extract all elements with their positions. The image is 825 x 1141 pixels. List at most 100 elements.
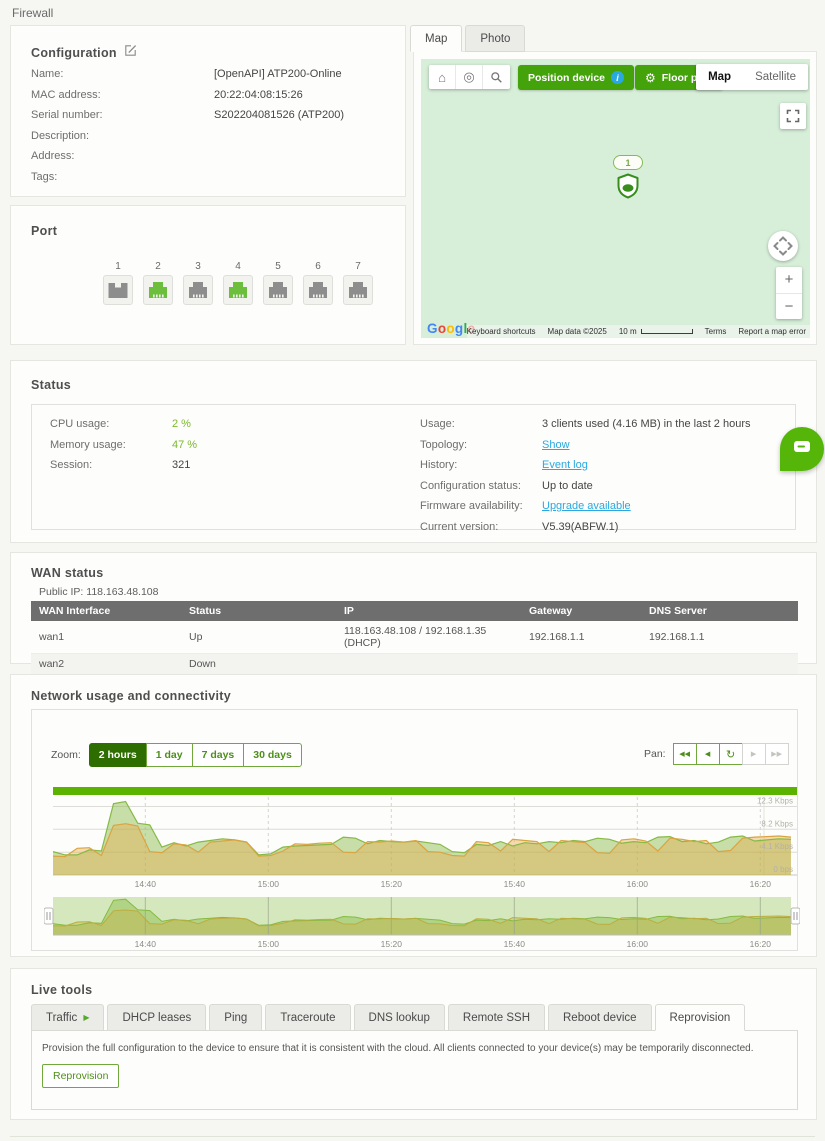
port-icon[interactable] [143, 275, 173, 305]
tab-traceroute[interactable]: Traceroute [265, 1004, 351, 1031]
svg-text:12.3 Kbps: 12.3 Kbps [757, 797, 793, 806]
tab-reboot-device[interactable]: Reboot device [548, 1004, 652, 1031]
map-canvas[interactable]: ⌂ ◎ Position device i ⚙ Floor plan Map S… [421, 59, 810, 338]
column-header: Gateway [521, 601, 641, 621]
configuration-fields: Name: [OpenAPI] ATP200-Online MAC address:… [31, 68, 391, 191]
pan-fast-back-button[interactable]: ◀◀ [672, 743, 697, 765]
svg-text:15:40: 15:40 [504, 879, 526, 889]
tab-dns-lookup[interactable]: DNS lookup [353, 1004, 445, 1031]
pan-back-button[interactable]: ◀ [695, 743, 720, 765]
field-value-link[interactable]: Show [542, 438, 570, 451]
field-value: 321 [172, 459, 191, 471]
port-icon[interactable] [303, 275, 333, 305]
edit-icon[interactable] [124, 44, 137, 62]
zoom-1-day[interactable]: 1 day [145, 743, 193, 767]
field-row: Current version: V5.39(ABFW.1) [420, 521, 790, 542]
port-icon[interactable] [183, 275, 213, 305]
locate-icon[interactable]: ◎ [456, 65, 483, 89]
svg-text:16:00: 16:00 [627, 939, 649, 949]
chat-button[interactable] [780, 427, 824, 471]
field-value-link[interactable]: Upgrade available [542, 500, 631, 512]
status-left-column: CPU usage: 2 % Memory usage: 47 % Session: 32… [50, 418, 380, 480]
table-cell: 192.168.1.1 [641, 621, 798, 654]
gear-icon: ⚙ [645, 70, 656, 85]
table-row[interactable]: wan1 Up 118.163.48.108 / 192.168.1.35 (DHC… [31, 621, 798, 654]
field-row: Usage: 3 clients used (4.16 MB) in the la… [420, 418, 790, 439]
field-label: Firmware availability: [420, 500, 523, 512]
field-row: Serial number: S202204081526 (ATP200) [31, 109, 391, 130]
tab-label: Remote SSH [462, 1011, 530, 1024]
table-row[interactable]: wan2 Down [31, 653, 798, 675]
map-scale: 10 m [619, 327, 693, 336]
map-pan-control[interactable] [768, 231, 798, 261]
terms-link[interactable]: Terms [704, 327, 727, 336]
tab-remote-ssh[interactable]: Remote SSH [447, 1004, 545, 1031]
map-toolbar: ⌂ ◎ [429, 65, 510, 89]
port-number: 4 [235, 261, 241, 272]
live-tools-content: Provision the full configuration to the … [31, 1030, 798, 1110]
column-header: WAN Interface [31, 601, 181, 621]
field-value-link[interactable]: Event log [542, 459, 588, 471]
range-handle[interactable] [790, 907, 800, 925]
tab-label: Traceroute [280, 1011, 336, 1024]
field-label: Address: [31, 150, 75, 162]
zoom-out-button[interactable]: − [784, 297, 794, 315]
table-cell [521, 653, 641, 675]
map-data-label: Map data ©2025 [547, 327, 607, 336]
tab-reprovision[interactable]: Reprovision [654, 1004, 746, 1031]
pan-refresh-button[interactable]: ↻ [718, 743, 743, 765]
port-icon[interactable] [103, 275, 133, 305]
port-icon[interactable] [223, 275, 253, 305]
port-icon[interactable] [263, 275, 293, 305]
tab-map[interactable]: Map [410, 25, 463, 52]
search-icon[interactable] [483, 65, 510, 89]
zoom-30-days[interactable]: 30 days [243, 743, 302, 767]
tab-ping[interactable]: Ping [209, 1004, 263, 1031]
table-cell: 118.163.48.108 / 192.168.1.35 (DHCP) [336, 621, 521, 654]
tab-photo[interactable]: Photo [465, 25, 526, 52]
tab-label: DNS lookup [368, 1011, 430, 1024]
svg-text:16:00: 16:00 [627, 879, 649, 889]
field-row: Session: 321 [50, 459, 380, 480]
field-row: Description: [31, 130, 391, 151]
position-device-button[interactable]: Position device i [518, 65, 635, 90]
port-icon[interactable] [343, 275, 373, 305]
map-type-satellite[interactable]: Satellite [755, 71, 796, 83]
field-value: 20:22:04:08:15:26 [214, 88, 303, 101]
fullscreen-icon[interactable] [780, 103, 806, 129]
port-2: 2 [143, 261, 173, 305]
field-row: Address: [31, 150, 391, 171]
field-row: MAC address: 20:22:04:08:15:26 [31, 89, 391, 110]
keyboard-shortcuts-link[interactable]: Keyboard shortcuts [466, 327, 536, 336]
map-zoom-control: + − [776, 267, 802, 319]
tab-dhcp-leases[interactable]: DHCP leases [107, 1004, 207, 1031]
pan-label: Pan: [644, 748, 666, 760]
home-icon[interactable]: ⌂ [429, 65, 456, 89]
page-bottom-divider [10, 1136, 815, 1137]
network-usage-range-selector[interactable]: 14:40 15:00 15:20 15:40 16:00 16:20 [44, 895, 800, 953]
device-marker-icon[interactable] [614, 172, 642, 205]
table-cell: wan2 [31, 653, 181, 675]
svg-text:14:40: 14:40 [135, 939, 157, 949]
svg-text:16:20: 16:20 [750, 939, 772, 949]
range-handle[interactable] [44, 907, 54, 925]
field-row: Name: [OpenAPI] ATP200-Online [31, 68, 391, 89]
port-5: 5 [263, 261, 293, 305]
reprovision-button[interactable]: Reprovision [42, 1064, 120, 1088]
position-device-label: Position device [528, 71, 606, 84]
svg-text:16:20: 16:20 [750, 879, 772, 889]
public-ip: Public IP: 118.163.48.108 [39, 586, 159, 598]
device-cluster-badge[interactable]: 1 [613, 155, 643, 170]
zoom-2-hours[interactable]: 2 hours [88, 743, 147, 767]
status-card: Status CPU usage: 2 % Memory usage: 47 % Ses… [10, 360, 817, 543]
table-cell: Up [181, 621, 336, 654]
map-type-map[interactable]: Map [708, 71, 732, 83]
zoom-7-days[interactable]: 7 days [191, 743, 245, 767]
zoom-in-button[interactable]: + [776, 267, 802, 294]
status-right-column: Usage: 3 clients used (4.16 MB) in the la… [420, 418, 790, 541]
network-usage-chart[interactable]: 0 bps 4.1 Kbps 8.2 Kbps 12.3 Kbps 14:40 15:00… [53, 797, 797, 891]
tab-traffic[interactable]: Traffic ▶ [31, 1004, 105, 1031]
field-label: MAC address: [31, 88, 101, 101]
field-row: Topology: Show [420, 439, 790, 460]
report-map-error-link[interactable]: Report a map error [738, 327, 806, 336]
